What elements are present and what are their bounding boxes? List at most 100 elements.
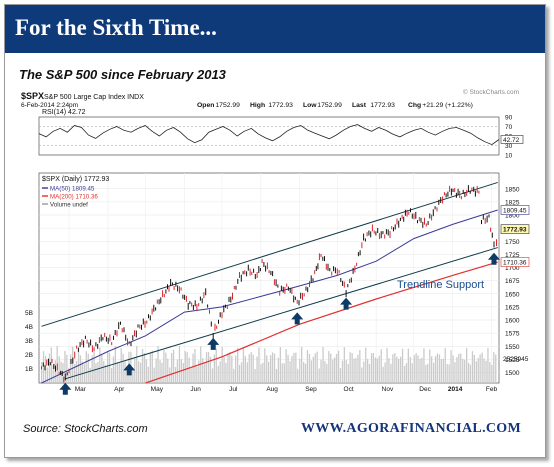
volume-bar-209: [446, 364, 448, 383]
price-label-box-2: [500, 257, 530, 267]
price-tick-1: 1525: [505, 357, 520, 364]
volume-bar-114: [262, 362, 264, 383]
volume-bar-227: [481, 352, 483, 383]
volume-bar-146: [324, 361, 326, 383]
month-label-1: Apr: [114, 386, 125, 393]
chart-subtitle: The S&P 500 since February 2013: [19, 67, 226, 82]
volume-bar-123: [279, 347, 281, 383]
volume-bar-133: [299, 358, 301, 383]
symbol-label: $SPX: [21, 91, 44, 101]
volume-bar-208: [444, 348, 446, 383]
volume-bar-120: [273, 353, 276, 383]
volume-bar-22: [83, 364, 85, 383]
volume-bar-234: [495, 354, 497, 383]
banner: For the Sixth Time...: [5, 5, 545, 53]
quote-value-3: 1772.93: [370, 102, 395, 109]
volume-bar-98: [231, 355, 233, 383]
month-label-5: Aug: [266, 386, 278, 393]
volume-bar-166: [363, 361, 365, 383]
volume-bar-106: [246, 362, 248, 383]
volume-bar-178: [386, 348, 388, 383]
volume-bar-113: [260, 364, 262, 383]
volume-bar-130: [293, 352, 295, 383]
volume-bar-36: [110, 368, 113, 383]
rsi-panel: [38, 116, 500, 156]
volume-tick-1: 2B: [25, 352, 33, 359]
chart-frame: For the Sixth Time... The S&P 500 since …: [4, 4, 546, 458]
volume-bar-20: [79, 355, 82, 383]
volume-bar-13: [66, 354, 68, 383]
volume-bar-200: [429, 349, 431, 383]
price-tick-13: 1825: [505, 199, 520, 206]
volume-bar-97: [229, 352, 231, 383]
volume-bar-65: [167, 358, 169, 383]
volume-bar-24: [87, 353, 89, 383]
volume-bar-148: [328, 351, 330, 383]
month-label-11: Feb: [486, 386, 498, 393]
month-label-9: Dec: [419, 386, 431, 393]
volume-bar-219: [466, 348, 468, 383]
volume-bar-96: [227, 353, 229, 383]
volume-bar-210: [448, 364, 450, 383]
volume-bar-225: [477, 357, 479, 383]
month-label-7: Oct: [344, 386, 354, 393]
volume-bar-61: [159, 360, 161, 383]
volume-bar-185: [400, 356, 402, 383]
volume-bar-145: [322, 347, 324, 383]
volume-bar-108: [250, 352, 252, 383]
volume-bar-102: [238, 365, 241, 383]
month-label-10: 2014: [448, 386, 463, 393]
volume-bar-218: [464, 359, 466, 383]
index-name: S&P 500 Large Cap Index INDX: [44, 94, 144, 101]
month-label-3: Jun: [190, 386, 201, 393]
month-label-6: Sep: [305, 386, 317, 393]
volume-bar-189: [407, 348, 409, 383]
rsi-line: [38, 124, 500, 146]
volume-bar-116: [266, 355, 268, 383]
volume-bar-64: [165, 352, 167, 383]
volume-bar-217: [462, 358, 464, 383]
volume-bar-83: [202, 358, 204, 383]
volume-bar-92: [219, 361, 221, 383]
volume-bar-35: [108, 352, 111, 383]
brand-url: WWW.AGORAFINANCIAL.COM: [301, 421, 521, 436]
volume-bar-137: [306, 350, 309, 383]
volume-bar-195: [419, 359, 421, 383]
price-tick-5: 1625: [505, 304, 520, 311]
volume-tick-3: 4B: [25, 324, 33, 331]
volume-bar-111: [256, 356, 258, 383]
volume-bar-5: [50, 347, 52, 383]
volume-bar-2: [44, 355, 47, 383]
volume-bar-131: [295, 352, 297, 383]
volume-bar-115: [264, 348, 266, 383]
trendline-support-label: Trendline Support: [397, 279, 484, 291]
volume-bar-198: [425, 365, 427, 383]
volume-bar-206: [440, 359, 442, 383]
rsi-last-label: 42.72: [503, 137, 520, 144]
volume-bar-175: [380, 349, 382, 383]
volume-bar-181: [392, 354, 394, 383]
price-tick-8: 1700: [505, 265, 520, 272]
month-label-4: Jul: [229, 386, 238, 393]
price-tick-10: 1750: [505, 239, 520, 246]
ma50-line: [41, 209, 498, 384]
volume-bar-127: [287, 354, 289, 383]
volume-bar-21: [81, 361, 83, 383]
support-arrow-1: [123, 363, 136, 376]
volume-bar-134: [301, 347, 303, 383]
volume-bar-135: [303, 362, 305, 383]
volume-bar-109: [252, 354, 254, 383]
price-tick-4: 1600: [505, 318, 520, 325]
price-tick-0: 1500: [505, 370, 520, 377]
lower-trendline: [65, 247, 498, 380]
quote-value-2: 1752.99: [317, 102, 342, 109]
volume-bar-122: [277, 357, 279, 383]
volume-bar-161: [353, 358, 355, 383]
rsi-tick-4: 90: [505, 115, 513, 122]
volume-bar-190: [409, 357, 411, 383]
volume-bar-19: [77, 346, 80, 383]
volume-bar-30: [99, 347, 101, 383]
volume-bar-25: [89, 368, 91, 383]
price-tick-7: 1675: [505, 278, 520, 285]
volume-bar-174: [378, 355, 380, 383]
